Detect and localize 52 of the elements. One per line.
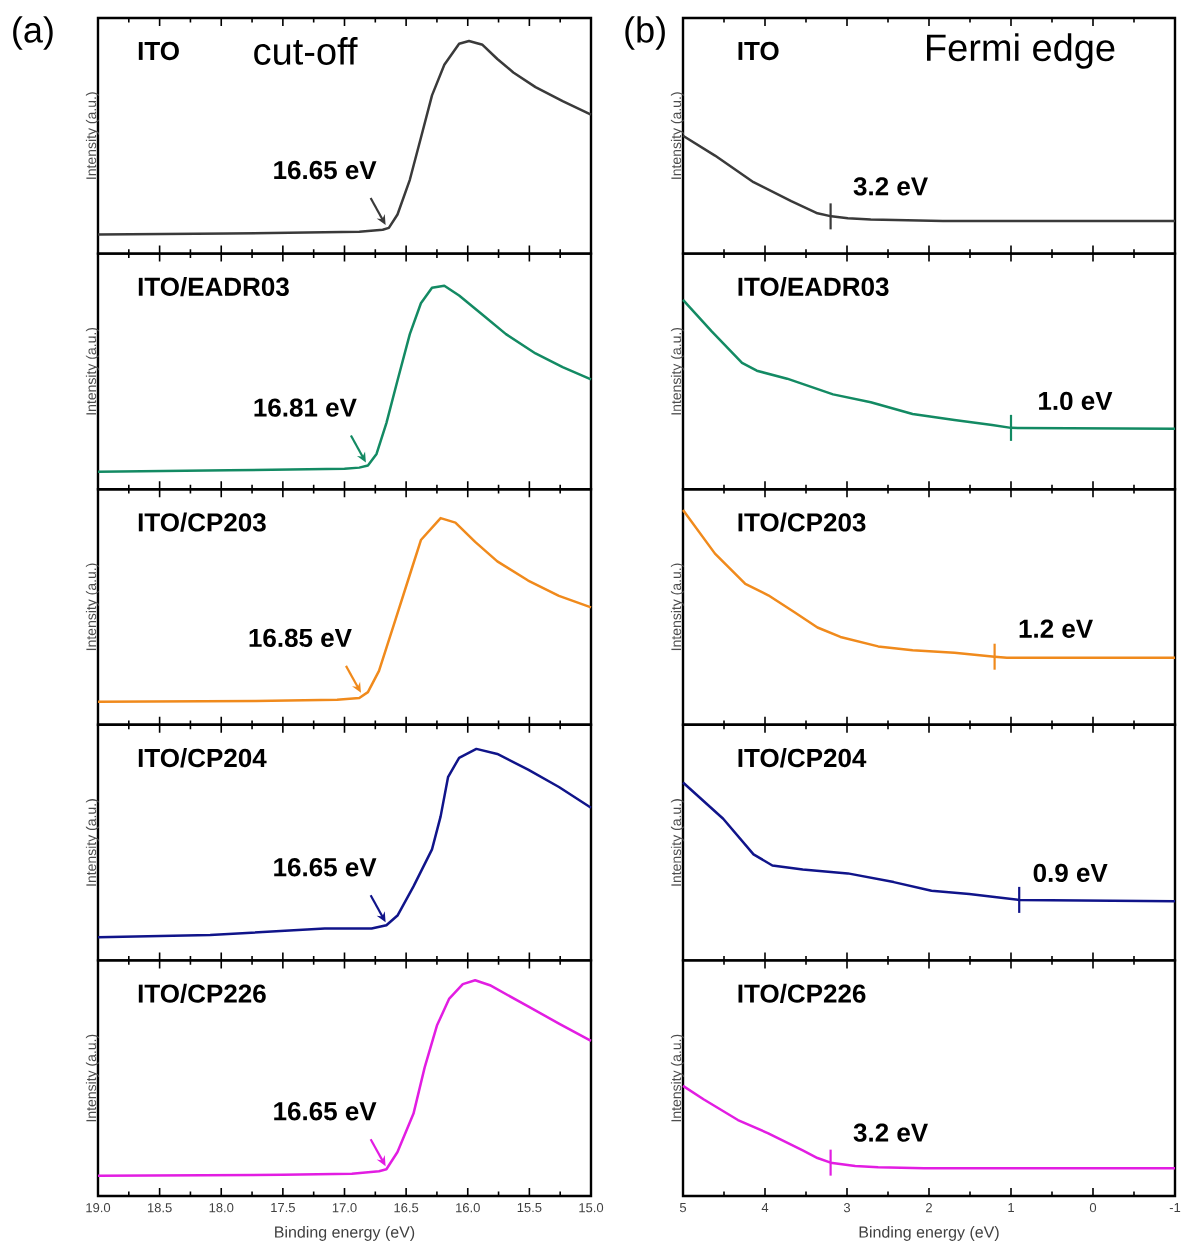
text: (a) [12, 16, 53, 50]
x-tick-label: 18.5 [147, 1203, 172, 1213]
chart-title: ITO [738, 41, 779, 61]
y-axis-title: Intensity (a.u.) [670, 563, 684, 651]
y-axis-title: Intensity (a.u.) [85, 1034, 99, 1122]
x-tick-label: 16.5 [394, 1203, 418, 1213]
chart-title: ITO/EADR03 [138, 276, 289, 297]
chart-title: ITO/CP203 [738, 512, 866, 532]
chart-title: ITO/CP204 [138, 748, 267, 768]
y-axis-title: Intensity (a.u.) [670, 92, 684, 179]
annotation: 16.81 eV [254, 398, 357, 417]
chart-title: ITO [138, 41, 179, 61]
chart-title: ITO/EADR03 [738, 276, 889, 297]
annotation: 3.2 eV [853, 1123, 928, 1142]
text: (b) [625, 16, 665, 50]
chart-title: ITO/CP226 [738, 983, 866, 1004]
x-tick-label: 18.0 [209, 1203, 234, 1213]
y-axis-title: Intensity (a.u.) [85, 563, 99, 651]
x-tick-label: 17.0 [332, 1203, 357, 1213]
y-axis-title: Intensity (a.u.) [85, 799, 99, 886]
x-tick-label: -1 [1169, 1203, 1180, 1213]
y-axis-title: Intensity (a.u.) [670, 327, 684, 415]
y-axis-title: Intensity (a.u.) [670, 1034, 684, 1122]
x-tick-label: 17.5 [271, 1203, 295, 1213]
x-tick-label: 1 [1008, 1203, 1014, 1213]
annotation: 16.65 eV [274, 160, 377, 180]
chart-title: ITO/CP203 [138, 512, 266, 532]
x-tick-label: 19.0 [86, 1203, 110, 1213]
x-tick-label: 15.0 [579, 1203, 603, 1213]
chart-title: ITO/CP204 [738, 748, 867, 768]
x-tick-label: 5 [679, 1203, 686, 1213]
chart-title: ITO/CP226 [138, 983, 266, 1004]
chart-subtitle: cut-off [253, 37, 358, 65]
annotation: 1.0 eV [1038, 391, 1113, 411]
y-axis-title: Intensity (a.u.) [670, 799, 684, 886]
annotation: 16.65 eV [274, 858, 377, 877]
x-tick-label: 0 [1089, 1203, 1096, 1213]
x-tick-label: 15.5 [517, 1203, 542, 1213]
annotation: 3.2 eV [853, 177, 928, 196]
annotation: 16.85 eV [249, 628, 352, 648]
annotation: 0.9 eV [1033, 863, 1108, 883]
x-tick-label: 16.0 [455, 1203, 480, 1213]
x-axis-title: Binding energy (eV) [859, 1225, 999, 1241]
x-axis-title: Binding energy (eV) [274, 1225, 414, 1241]
y-axis-title: Intensity (a.u.) [85, 327, 99, 415]
annotation: 1.2 eV [1019, 619, 1093, 638]
x-tick-label: 2 [925, 1203, 932, 1213]
chart-subtitle: Fermi edge [926, 33, 1115, 69]
annotation: 16.65 eV [274, 1102, 377, 1121]
x-tick-label: 4 [761, 1203, 769, 1213]
x-tick-label: 3 [843, 1203, 850, 1213]
y-axis-title: Intensity (a.u.) [85, 92, 99, 179]
